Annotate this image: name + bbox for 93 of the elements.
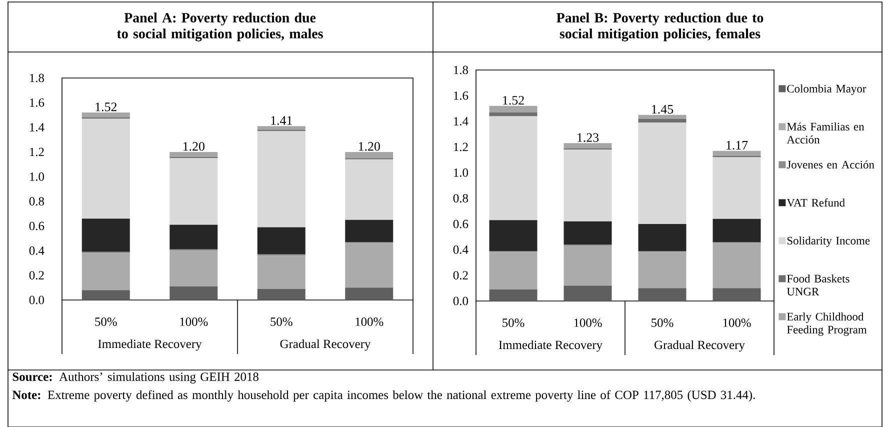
x-tick-label: 50% [502,318,524,327]
bar [170,158,218,225]
bar [345,159,394,220]
y-tick-label: 0.8 [453,194,468,203]
bar [564,286,612,301]
bar [170,224,218,250]
legend-label: Jovenes en Acción [786,160,874,169]
bar [257,227,306,254]
chart-title: Panel A: Poverty reduction due to social mitigation policies, males [116,12,323,42]
bar [489,252,538,290]
bar [82,218,130,252]
legend-label: Solidarity Income [787,236,870,247]
bar [489,289,538,301]
legend-label: Más Familias en Acción [786,122,864,144]
y-tick-label: 1.6 [454,91,468,100]
bar [638,252,686,288]
y-tick-label: 1.0 [30,172,44,181]
text: Immediate Recovery [498,340,602,352]
bar [638,224,686,251]
x-tick-label: 100% [180,318,208,326]
bar [257,126,306,130]
bar [170,250,218,286]
bar [712,218,761,242]
text: Source: Authors’ simulations using GEIH 2018 [12,372,258,384]
x-tick-label: 50% [270,318,292,326]
bar [712,288,761,301]
bar [257,256,306,289]
legend-label: Food Baskets UNGR [786,274,850,296]
bar [345,288,394,300]
total-label: 1.20 [183,142,204,151]
y-tick-label: 0.6 [453,220,468,228]
chart-title: Panel B: Poverty reduction due to social mitigation policies, females [556,12,764,42]
bar [257,288,306,300]
text: Gradual Recovery [280,339,371,351]
y-tick-label: 0.4 [29,246,44,255]
y-tick-label: 1.2 [30,148,44,156]
total-label: 1.45 [652,104,674,114]
y-tick-label: 1.8 [30,74,44,82]
y-tick-label: 0.0 [453,296,468,306]
total-label: 1.23 [578,133,599,142]
bar [489,220,538,251]
total-label: 1.41 [271,116,292,125]
y-tick-label: 1.4 [454,117,468,126]
total-label: 1.20 [358,142,380,151]
legend-label: Colombia Mayor [787,84,866,95]
y-tick-label: 0.8 [29,197,44,206]
bar [712,150,761,156]
bar [489,116,538,220]
y-tick-label: 0.4 [453,245,468,254]
x-tick-label: 100% [574,318,602,327]
text: Note: Extreme poverty defined as monthly household per capita incomes below the national extreme poverty line of COP 117,805 (USD 31.44). [12,390,755,402]
bar [345,152,394,158]
bar [638,288,686,301]
text: Gradual Recovery [654,340,745,352]
legend-label: Early Childhood Feeding Program [787,312,867,336]
x-tick-label: 50% [95,318,117,326]
y-tick-label: 0.0 [29,296,44,304]
bar [564,221,612,245]
y-tick-label: 1.0 [454,168,468,177]
y-tick-label: 1.6 [30,98,44,107]
bar [170,286,218,300]
bar [82,118,130,219]
bar [564,143,612,148]
bar [564,150,612,222]
bar [82,290,130,300]
bar [257,131,306,228]
bar [82,253,130,290]
y-tick-label: 1.2 [454,142,468,152]
x-tick-label: 100% [723,318,751,327]
y-tick-label: 0.6 [29,222,44,230]
bar [638,118,686,123]
bar [345,243,394,288]
total-label: 1.52 [503,96,524,105]
bar [489,106,538,112]
total-label: 1.17 [726,140,748,150]
y-tick-label: 1.4 [30,123,44,132]
bar [170,152,218,157]
x-tick-label: 100% [356,318,384,326]
text: Immediate Recovery [98,339,202,351]
bar [345,220,394,242]
y-tick-label: 0.2 [453,271,468,280]
y-tick-label: 0.2 [29,271,44,280]
legend-label: VAT Refund [786,198,845,207]
bar [638,122,686,224]
bar [712,157,761,219]
y-tick-label: 1.8 [454,66,468,74]
bar [712,243,761,288]
bar [638,114,686,119]
bar [82,112,130,118]
bar [489,112,538,116]
bar [564,246,612,286]
x-tick-label: 50% [652,318,674,327]
total-label: 1.52 [96,102,116,112]
